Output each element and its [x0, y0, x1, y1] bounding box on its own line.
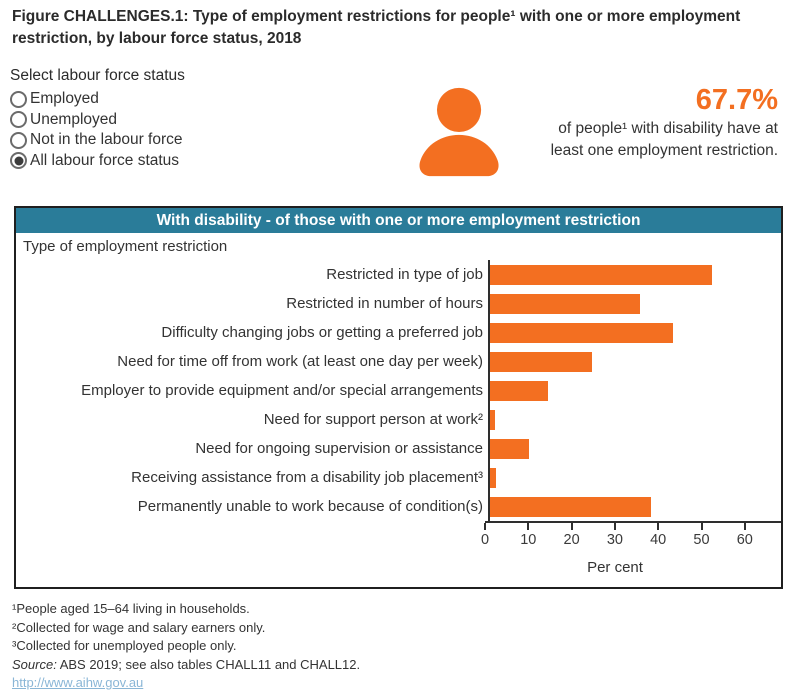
- category-label: Need for ongoing supervision or assistan…: [195, 440, 483, 457]
- chart-row: Need for support person at work²: [16, 405, 781, 434]
- bar[interactable]: [490, 293, 640, 314]
- bar-track: [488, 405, 781, 434]
- radio-option-label: Unemployed: [30, 110, 118, 128]
- category-label: Receiving assistance from a disability j…: [131, 469, 483, 486]
- x-axis-tick-label: 20: [563, 532, 580, 548]
- bar[interactable]: [490, 467, 497, 488]
- bar-track: [488, 318, 781, 347]
- category-label: Restricted in type of job: [326, 266, 483, 283]
- bar[interactable]: [490, 264, 713, 285]
- x-axis: Per cent 0 10 20 30 40 50 60: [16, 521, 781, 585]
- stat-value: 67.7%: [695, 84, 778, 116]
- radio-option-label: All labour force status: [30, 151, 180, 169]
- x-axis-label: Per cent: [587, 559, 643, 576]
- radio-circle-icon[interactable]: [10, 152, 27, 170]
- x-axis-tick-label: 10: [520, 532, 537, 548]
- x-axis-line: Per cent 0 10 20 30 40 50 60: [481, 521, 781, 585]
- bar[interactable]: [490, 351, 592, 372]
- chart-row: Restricted in type of job: [16, 260, 781, 289]
- bar[interactable]: [490, 438, 529, 459]
- bar-chart: Restricted in type of job Restricted in n…: [16, 260, 781, 521]
- source-line: Source: ABS 2019; see also tables CHALL1…: [12, 656, 360, 675]
- category-label: Employer to provide equipment and/or spe…: [81, 382, 483, 399]
- radio-circle-icon[interactable]: [10, 90, 27, 108]
- category-axis-title: Type of employment restriction: [23, 238, 228, 255]
- x-axis-tick-label: 50: [693, 532, 710, 548]
- radio-option-all-labour-force-status[interactable]: All labour force status: [10, 151, 250, 172]
- chart-panel-title: With disability - of those with one or m…: [16, 208, 781, 233]
- stat-description: of people¹ with disability have at least…: [550, 120, 778, 159]
- radio-option-label: Not in the labour force: [30, 131, 183, 149]
- category-label: Difficulty changing jobs or getting a pr…: [161, 324, 483, 341]
- bar[interactable]: [490, 322, 673, 343]
- radio-option-not-in-the-labour-force[interactable]: Not in the labour force: [10, 130, 250, 151]
- stat-block: 67.7% of people¹ with disability have at…: [438, 84, 778, 162]
- category-label: Need for support person at work²: [263, 411, 483, 428]
- radio-group: Employed Unemployed Not in the labour forc…: [10, 89, 250, 171]
- radio-option-label: Employed: [30, 90, 99, 108]
- bar-track: [488, 260, 781, 289]
- bar-track: [488, 463, 781, 492]
- radio-circle-icon[interactable]: [10, 111, 27, 129]
- source-text: ABS 2019; see also tables CHALL11 and CH…: [56, 656, 361, 672]
- labour-force-filter: Select labour force status Employed Unemp…: [10, 66, 250, 171]
- bar-track: [488, 289, 781, 318]
- bar-track: [488, 376, 781, 405]
- chart-row: Need for ongoing supervision or assistan…: [16, 434, 781, 463]
- x-axis-tick-label: 40: [650, 532, 667, 548]
- person-icon: [412, 82, 508, 182]
- bar[interactable]: [490, 496, 651, 517]
- footnote: ¹People aged 15–64 living in households.: [12, 601, 250, 616]
- category-label: Permanently unable to work because of co…: [137, 498, 483, 515]
- footnote: ²Collected for wage and salary earners o…: [12, 619, 266, 635]
- x-axis-tick-label: 60: [736, 532, 753, 548]
- aihw-link[interactable]: http://www.aihw.gov.au: [12, 675, 144, 690]
- bar[interactable]: [490, 409, 496, 430]
- category-label: Restricted in number of hours: [286, 295, 483, 312]
- chart-row: Permanently unable to work because of co…: [16, 492, 781, 521]
- chart-row: Restricted in number of hours: [16, 289, 781, 318]
- chart-row: Receiving assistance from a disability j…: [16, 463, 781, 492]
- bar-track: [488, 347, 781, 376]
- category-label: Need for time off from work (at least on…: [117, 353, 483, 370]
- filter-label: Select labour force status: [10, 67, 185, 84]
- x-axis-tick-label: 0: [480, 532, 490, 548]
- radio-option-unemployed[interactable]: Unemployed: [10, 110, 250, 131]
- radio-option-employed[interactable]: Employed: [10, 89, 250, 110]
- bar-track: [488, 434, 781, 463]
- x-axis-tick-label: 30: [606, 532, 623, 548]
- chart-row: Need for time off from work (at least on…: [16, 347, 781, 376]
- chart-panel: With disability - of those with one or m…: [14, 206, 783, 589]
- footnotes: ¹People aged 15–64 living in households.…: [12, 600, 360, 693]
- source-prefix: Source:: [12, 656, 57, 672]
- chart-row: Employer to provide equipment and/or spe…: [16, 376, 781, 405]
- bar[interactable]: [490, 380, 549, 401]
- footnote: ³Collected for unemployed people only.: [12, 638, 237, 653]
- radio-circle-icon[interactable]: [10, 131, 27, 149]
- bar-track: [488, 492, 781, 521]
- chart-row: Difficulty changing jobs or getting a pr…: [16, 318, 781, 347]
- figure-title: Figure CHALLENGES.1: Type of employment …: [12, 8, 741, 47]
